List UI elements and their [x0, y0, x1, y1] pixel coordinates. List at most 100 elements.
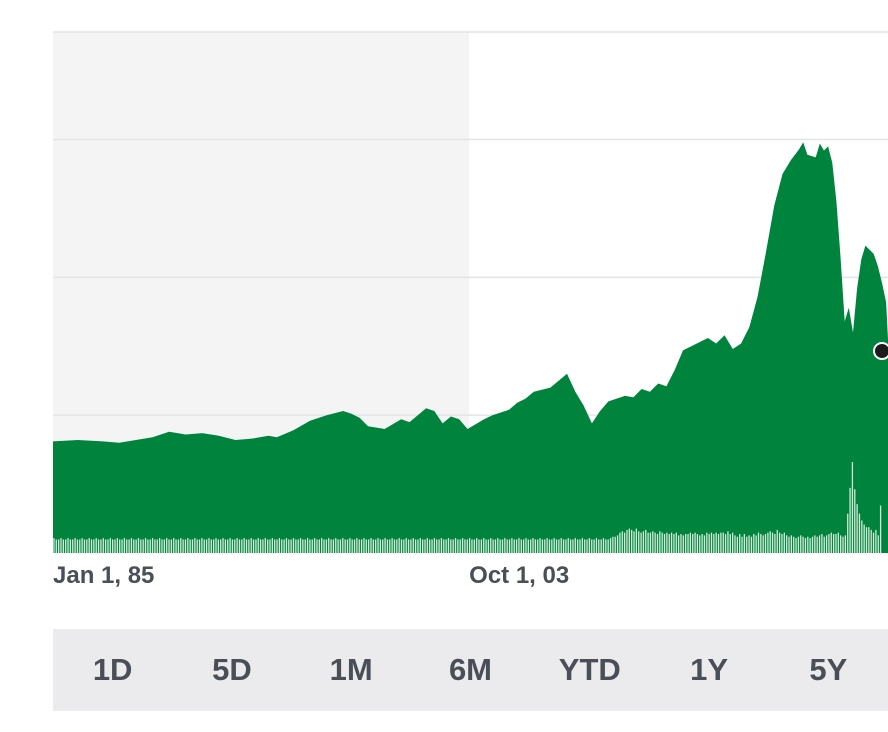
volume-bar: [149, 539, 151, 553]
volume-bar: [346, 539, 349, 553]
range-button-5y[interactable]: 5Y: [809, 652, 848, 687]
volume-bar: [600, 539, 602, 553]
volume-bar: [433, 538, 436, 553]
volume-bar: [687, 534, 689, 553]
volume-bar: [245, 539, 248, 553]
volume-bar: [522, 539, 525, 553]
range-button-1m[interactable]: 1M: [329, 652, 373, 687]
volume-bar: [800, 535, 802, 553]
volume-bar: [450, 539, 452, 553]
volume-bar: [79, 539, 81, 553]
last-price-marker[interactable]: [873, 342, 888, 360]
volume-bar: [295, 539, 297, 553]
volume-bar: [328, 538, 330, 553]
volume-bar: [349, 538, 351, 553]
volume-bar: [814, 535, 816, 553]
volume-bar: [377, 538, 379, 553]
volume-bar: [360, 539, 363, 553]
volume-bar: [464, 539, 466, 553]
volume-bar: [863, 524, 865, 553]
volume-bar: [675, 532, 677, 553]
volume-bar: [591, 539, 593, 553]
volume-bar: [306, 538, 309, 553]
volume-bar: [720, 532, 722, 553]
volume-bar: [818, 535, 821, 553]
volume-bar: [163, 539, 165, 553]
volume-bar: [626, 529, 628, 553]
volume-bar: [849, 487, 851, 553]
volume-bar: [476, 538, 478, 553]
volume-bar: [191, 539, 194, 553]
volume-bar: [497, 538, 499, 553]
volume-bar: [321, 538, 323, 553]
volume-bar: [659, 531, 661, 553]
volume-bar: [710, 532, 713, 553]
volume-bar: [807, 536, 809, 553]
volume-bar: [694, 532, 696, 553]
volume-bar: [403, 539, 405, 553]
volume-bar: [86, 539, 88, 553]
volume-bar: [126, 539, 128, 553]
volume-bar: [65, 539, 67, 553]
volume-bar: [342, 538, 344, 553]
volume-bar: [353, 539, 356, 553]
range-button-5d[interactable]: 5D: [212, 652, 252, 687]
volume-bar: [854, 489, 856, 553]
volume-bar: [760, 534, 762, 553]
volume-bar: [631, 529, 633, 553]
volume-bar: [870, 529, 872, 553]
volume-bar: [797, 536, 800, 553]
volume-bar: [544, 539, 546, 553]
volume-bar: [875, 529, 877, 553]
volume-bar: [776, 529, 778, 553]
volume-bar: [511, 538, 513, 553]
volume-bar: [396, 539, 398, 553]
volume-bar: [180, 538, 182, 553]
volume-bar: [757, 532, 760, 553]
volume-bar: [673, 534, 675, 553]
volume-bar: [196, 539, 198, 553]
volume-bar: [93, 539, 95, 553]
volume-bar: [609, 538, 612, 553]
volume-bar: [379, 539, 382, 553]
volume-bar: [652, 531, 654, 553]
volume-bar: [574, 538, 576, 553]
volume-bar: [367, 539, 370, 553]
range-button-1d[interactable]: 1D: [92, 652, 133, 687]
volume-bar: [229, 538, 231, 553]
volume-bar: [274, 539, 276, 553]
volume-bar: [224, 539, 227, 553]
volume-bar: [53, 538, 55, 553]
volume-bar: [790, 535, 792, 553]
volume-bar: [685, 534, 687, 553]
volume-bar: [605, 539, 607, 553]
volume-bar: [837, 532, 839, 553]
volume-bar: [112, 539, 114, 553]
volume-bar: [311, 539, 313, 553]
volume-bar: [471, 539, 473, 553]
volume-bar: [468, 538, 471, 553]
volume-bars: [53, 462, 882, 553]
range-button-6m[interactable]: 6M: [448, 652, 493, 687]
volume-bar: [640, 532, 642, 553]
volume-bar: [642, 531, 645, 553]
volume-bar: [100, 539, 102, 553]
volume-bar: [356, 538, 358, 553]
volume-bar: [699, 535, 701, 553]
volume-bar: [478, 539, 480, 553]
volume-bar: [692, 534, 694, 553]
volume-bar: [670, 532, 673, 553]
volume-bar: [847, 513, 849, 553]
volume-bar: [638, 531, 640, 553]
volume-bar: [440, 538, 443, 553]
volume-bar: [161, 539, 163, 553]
volume-bar: [811, 536, 814, 553]
volume-bar: [137, 538, 140, 553]
range-button-1y[interactable]: 1Y: [690, 652, 728, 687]
volume-bar: [264, 538, 266, 553]
volume-bar: [386, 539, 389, 553]
volume-bar: [281, 539, 283, 553]
volume-bar: [297, 539, 299, 553]
volume-bar: [114, 539, 116, 553]
range-button-ytd[interactable]: YTD: [558, 652, 621, 687]
